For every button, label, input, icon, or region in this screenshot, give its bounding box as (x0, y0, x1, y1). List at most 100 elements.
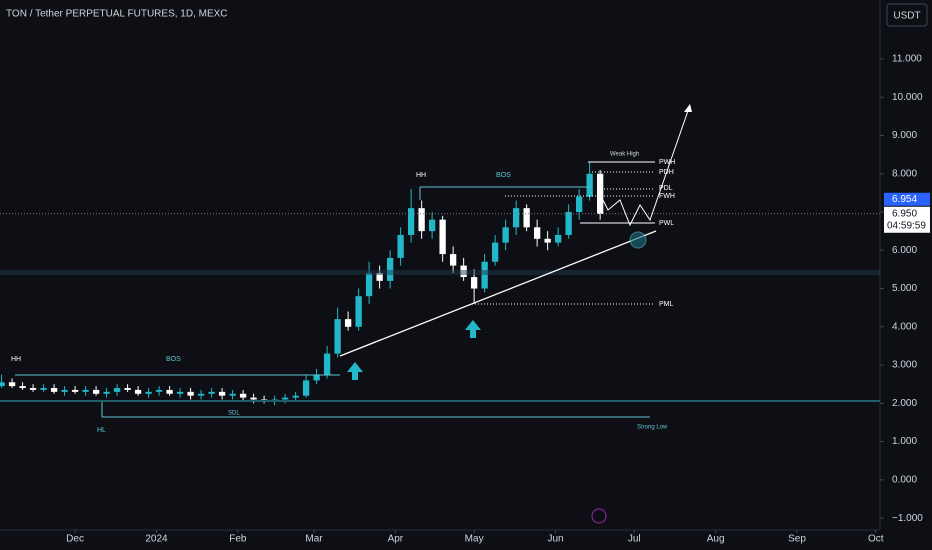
highlight-circle (629, 231, 647, 249)
annotation: PML (659, 301, 674, 308)
candle-body (0, 382, 5, 387)
candle-body (113, 388, 121, 392)
candle-body (355, 296, 362, 327)
y-tick-label: 4.000 (892, 321, 917, 332)
up-arrow (465, 320, 481, 338)
x-tick-label: Jul (628, 534, 641, 545)
annotation: PDL (659, 185, 673, 192)
annotation: HL (97, 427, 106, 434)
candle-body (92, 389, 100, 394)
annotation: Weak High (610, 152, 639, 158)
x-tick-label: Dec (66, 534, 84, 545)
candle-body (208, 391, 215, 394)
candle-body (302, 380, 310, 396)
candle-body (134, 389, 142, 394)
candle-body (155, 389, 163, 392)
price-box (884, 206, 930, 233)
candle-body (71, 389, 79, 392)
y-tick-label: 1.000 (892, 436, 917, 447)
candle-body (197, 393, 205, 396)
candle-body (166, 389, 173, 394)
x-tick-label: Aug (707, 534, 725, 545)
candle-body (40, 388, 47, 390)
candle-body (124, 388, 131, 390)
candle-body (554, 234, 562, 243)
candle-body (439, 219, 446, 255)
trend-line (339, 230, 657, 357)
x-tick-label: 2024 (145, 534, 168, 545)
x-tick-label: May (465, 534, 484, 545)
y-tick-label: 5.000 (892, 283, 917, 294)
annotations: HH BOS HL SDL Strong Low HH BOS Weak Hig… (11, 152, 675, 434)
candle-body (145, 391, 152, 394)
candle-body (281, 397, 289, 400)
annotation: HH (416, 172, 426, 179)
projection (597, 104, 691, 227)
annotation: PWL (659, 220, 674, 227)
annotation: PDH (659, 169, 674, 176)
candle-body (187, 391, 194, 396)
candle-body (323, 353, 331, 375)
x-tick-label: Oct (868, 534, 884, 545)
candle-body (376, 273, 383, 281)
candle-body (491, 242, 499, 262)
candle-body (218, 391, 226, 396)
candle-body (82, 389, 89, 392)
chart-title: TON / Tether PERPETUAL FUTURES, 1D, MEXC (6, 9, 228, 20)
candle-body (313, 374, 320, 381)
up-arrow (347, 362, 363, 380)
candle-body (407, 208, 415, 235)
y-tick-label: 0.000 (892, 475, 917, 486)
currency-button[interactable] (886, 3, 928, 27)
y-tick-label: 2.000 (892, 398, 917, 409)
candle-body (544, 238, 551, 243)
candle-body (565, 212, 572, 235)
candle-body (292, 395, 299, 398)
candle-body (470, 277, 478, 289)
price-box-label: 04:59:59 (887, 220, 926, 231)
price-tag-label: 6.954 (892, 194, 917, 205)
x-tick-label: Mar (305, 534, 323, 545)
candle-body (586, 173, 593, 197)
candle-body (344, 319, 352, 327)
candle-body (229, 393, 236, 396)
candle-body (50, 388, 58, 392)
candle-body (8, 382, 16, 387)
candle-body (250, 397, 257, 400)
price-tag (884, 192, 930, 206)
annotation: FWH (659, 193, 675, 200)
annotation: PWH (659, 159, 675, 166)
candle-body (176, 391, 184, 394)
annotation: HH (11, 356, 21, 363)
zone (0, 270, 880, 275)
candle-body (481, 261, 488, 289)
candle-body (512, 208, 520, 228)
candle-body (575, 196, 583, 212)
annotation: BOS (166, 356, 181, 363)
candle-body (428, 219, 436, 232)
y-tick-label: 9.000 (892, 130, 917, 141)
annotation: BOS (496, 172, 511, 179)
candle-body (533, 227, 541, 239)
x-tick-label: Apr (388, 534, 404, 545)
candle-body (365, 273, 373, 297)
annotation: SDL (228, 411, 240, 417)
candle-body (61, 389, 68, 392)
x-tick-label: Feb (229, 534, 247, 545)
candle-body (523, 208, 530, 228)
candle-body (418, 208, 425, 232)
currency-label[interactable]: USDT (893, 11, 920, 22)
candle-body (386, 257, 394, 281)
candle-body (239, 393, 247, 398)
arrow-head (684, 104, 692, 112)
drawings (0, 104, 880, 524)
y-tick-label: 10.000 (892, 92, 923, 103)
x-tick-label: Jun (547, 534, 563, 545)
y-tick-label: 11.000 (892, 54, 922, 65)
candle-body (103, 391, 110, 394)
price-box-label: 6.950 (892, 208, 917, 219)
event-icon[interactable] (591, 508, 607, 524)
candle-body (19, 386, 26, 389)
candle-body (397, 234, 404, 258)
